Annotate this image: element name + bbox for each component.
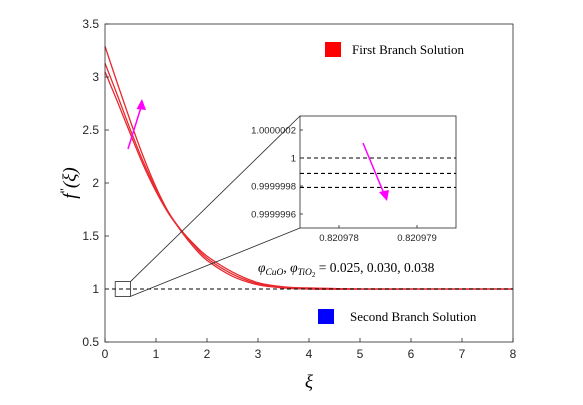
x-tick-label: 4 xyxy=(306,347,313,361)
inset-frame xyxy=(299,115,457,229)
y-tick-label: 0.5 xyxy=(82,335,99,349)
annotation-sub-2: 2 xyxy=(312,271,316,279)
y-tick-label: 1.5 xyxy=(82,229,99,243)
annotation-phi-2: φ xyxy=(290,260,298,275)
y-tick-label: 3.5 xyxy=(82,17,99,31)
x-tick-label: 8 xyxy=(510,347,517,361)
x-tick-label: 5 xyxy=(357,347,364,361)
main-series-group xyxy=(104,46,513,290)
x-tick-label: 3 xyxy=(255,347,262,361)
inset-x-tick-label: 0.820978 xyxy=(319,233,359,244)
main-ticks-group: 0 1 2 3 4 5 6 7 8 0.5 1 1.5 2 2.5 3 3.5 xyxy=(82,17,516,361)
svg-text:f"(ξ): f"(ξ) xyxy=(57,167,81,198)
arrow-inset-shaft xyxy=(362,142,386,197)
arrow-main xyxy=(127,99,146,150)
arrow-main-head xyxy=(136,99,146,110)
inset-y-tick-label: 0.9999996 xyxy=(251,210,296,221)
inset-ticks-group: 0.820978 0.820979 0.9999996 0.9999998 1 1.000… xyxy=(251,126,437,245)
inset-y-tick-label: 1 xyxy=(291,154,296,165)
arrow-inset-head xyxy=(379,190,389,201)
x-tick-label: 1 xyxy=(153,347,160,361)
legend-swatch-second-branch xyxy=(318,309,334,324)
y-tick-label: 2.5 xyxy=(82,123,99,137)
annotation-comma: , xyxy=(283,260,290,275)
parameter-annotation: φCuO, φTiO2 = 0.025, 0.030, 0.038 xyxy=(258,260,435,279)
inset-y-tick-label: 0.9999998 xyxy=(251,182,296,193)
arrow-inset xyxy=(362,142,389,201)
arrow-main-shaft xyxy=(127,103,143,150)
legend-label-second-branch: Second Branch Solution xyxy=(350,309,477,324)
annotation-sub-cuo: CuO xyxy=(265,268,283,278)
annotation-sub-tio: TiO xyxy=(298,268,312,278)
legend-swatch-first-branch xyxy=(325,42,341,57)
zoom-box xyxy=(114,281,131,297)
x-tick-label: 0 xyxy=(102,347,109,361)
zoom-connector-top xyxy=(130,115,301,282)
x-axis-label: ξ xyxy=(305,372,314,393)
y-axis-label-func: f xyxy=(60,191,81,199)
zoom-connector-bottom xyxy=(130,227,301,297)
y-tick-label: 2 xyxy=(92,176,99,190)
x-tick-label: 6 xyxy=(408,347,415,361)
y-axis-label-prime: " xyxy=(57,188,72,193)
inset-series-group xyxy=(300,157,456,188)
x-tick-label: 7 xyxy=(459,347,466,361)
zoom-box-group xyxy=(114,115,301,297)
y-axis-label: f"(ξ) xyxy=(57,167,81,198)
annotation-phi-1: φ xyxy=(258,260,266,275)
y-axis-label-arg: (ξ) xyxy=(60,167,81,188)
inset-y-tick-label: 1.0000002 xyxy=(251,126,296,137)
y-tick-label: 3 xyxy=(92,70,99,84)
annotation-values: = 0.025, 0.030, 0.038 xyxy=(315,260,434,275)
legend-label-first-branch: First Branch Solution xyxy=(352,42,464,57)
y-tick-label: 1 xyxy=(92,282,99,296)
inset-x-tick-label: 0.820979 xyxy=(397,233,437,244)
x-tick-label: 2 xyxy=(204,347,211,361)
